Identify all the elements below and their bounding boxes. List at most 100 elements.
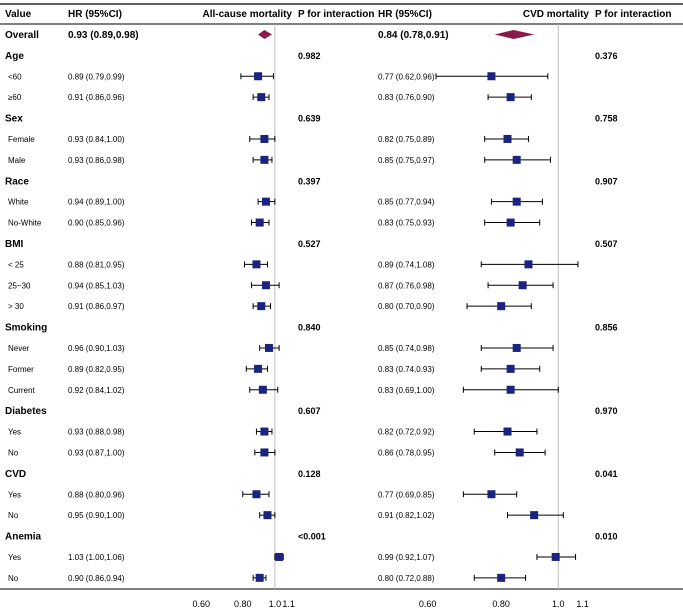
subgroup-row: Female 0.93 (0.84,1.00) 0.82 (0.75,0.89)	[8, 134, 529, 144]
group-label-anemia: Anemia	[5, 532, 42, 543]
subgroup-label: ≥60	[8, 93, 22, 102]
x-tick-label-right: 0.60	[419, 599, 437, 609]
overall-hr-right: 0.84 (0.78,0.91)	[378, 30, 449, 41]
hr-marker-right	[503, 134, 512, 143]
hr-marker-left	[260, 155, 269, 164]
hr-ci-text-left: 0.88 (0.81,0.95)	[68, 260, 125, 269]
overall-row: Overall 0.93 (0.89,0.98) 0.84 (0.78,0.91)	[5, 29, 535, 41]
group-label-bmi: BMI	[5, 239, 24, 250]
group-age: Age 0.982 0.376 <60 0.89 (0.79,0.99) 0.77 (0.…	[5, 51, 618, 102]
hr-marker-right	[506, 385, 515, 394]
hr-marker-left	[260, 134, 269, 143]
hr-ci-text-right: 0.91 (0.82,1.02)	[378, 511, 435, 520]
p-interaction-right-bmi: 0.507	[595, 239, 618, 249]
group-label-diabetes: Diabetes	[5, 406, 47, 417]
hr-marker-left	[252, 490, 261, 499]
subgroup-row: Never 0.96 (0.90,1.03) 0.85 (0.74,0.98)	[8, 343, 554, 353]
hr-marker-right	[530, 511, 539, 520]
p-interaction-left-race: 0.397	[298, 176, 321, 186]
hr-ci-text-right: 0.87 (0.76,0.98)	[378, 281, 435, 290]
hr-ci-text-left: 0.88 (0.80,0.96)	[68, 490, 125, 499]
subgroup-label: Male	[8, 156, 26, 165]
overall-label: Overall	[5, 30, 39, 41]
subgroup-row: > 30 0.91 (0.86,0.97) 0.80 (0.70,0.90)	[8, 302, 532, 311]
group-label-smoking: Smoking	[5, 323, 47, 334]
x-tick-label-right: 1.1	[576, 599, 589, 609]
p-interaction-left-diabetes: 0.607	[298, 406, 321, 416]
group-sex: Sex 0.639 0.758 Female 0.93 (0.84,1.00) 0.82 …	[5, 114, 618, 165]
hr-marker-right	[497, 573, 506, 582]
p-interaction-left-smoking: 0.840	[298, 323, 321, 333]
hr-marker-right	[506, 93, 515, 102]
p-interaction-left-age: 0.982	[298, 51, 321, 61]
subgroup-label: Yes	[8, 428, 21, 437]
hr-marker-left	[255, 573, 264, 582]
group-label-sex: Sex	[5, 114, 23, 125]
x-tick-label-left: 0.60	[193, 599, 211, 609]
p-interaction-right-age: 0.376	[595, 51, 618, 61]
hr-ci-text-left: 0.92 (0.84,1.02)	[68, 386, 125, 395]
subgroup-label: No-White	[8, 219, 42, 228]
x-tick-label-left: 0.80	[234, 599, 252, 609]
p-interaction-right-race: 0.907	[595, 176, 618, 186]
hr-marker-right	[512, 343, 521, 352]
hr-ci-text-left: 0.89 (0.82,0.95)	[68, 365, 125, 374]
p-interaction-right-cvd: 0.041	[595, 469, 618, 479]
hr-ci-text-left: 0.90 (0.85,0.96)	[68, 219, 125, 228]
hr-ci-text-left: 0.94 (0.89,1.00)	[68, 198, 125, 207]
hr-marker-left	[255, 218, 264, 227]
forest-rows: Overall 0.93 (0.89,0.98) 0.84 (0.78,0.91) A…	[5, 29, 618, 583]
header-p-all-cause: P for interaction	[298, 9, 375, 20]
hr-ci-text-right: 0.80 (0.72,0.88)	[378, 574, 435, 583]
hr-ci-text-left: 1.03 (1.00,1.06)	[68, 553, 125, 562]
group-label-age: Age	[5, 51, 24, 62]
hr-ci-text-right: 0.77 (0.69,0.85)	[378, 490, 435, 499]
hr-marker-left	[254, 364, 263, 373]
p-interaction-right-anemia: 0.010	[595, 532, 618, 542]
header: Value HR (95%CI) All-cause mortality P f…	[5, 9, 672, 20]
group-bmi: BMI 0.527 0.507 < 25 0.88 (0.81,0.95) 0.89 (0…	[5, 239, 618, 311]
subgroup-row: Former 0.89 (0.82,0.95) 0.83 (0.74,0.93)	[8, 364, 541, 374]
hr-ci-text-right: 0.83 (0.69,1.00)	[378, 386, 435, 395]
subgroup-row: < 25 0.88 (0.81,0.95) 0.89 (0.74,1.08)	[8, 260, 579, 269]
hr-ci-text-left: 0.95 (0.90,1.00)	[68, 511, 125, 520]
group-smoking: Smoking 0.840 0.856 Never 0.96 (0.90,1.03) 0.…	[5, 323, 618, 395]
hr-marker-right	[515, 448, 524, 457]
header-all-cause-mortality: All-cause mortality	[203, 9, 293, 20]
subgroup-row: Yes 0.93 (0.88,0.98) 0.82 (0.72,0.92)	[8, 427, 538, 437]
subgroup-label: > 30	[8, 302, 24, 311]
hr-marker-left	[254, 72, 263, 81]
hr-marker-right	[524, 260, 533, 269]
header-hr-cvd: HR (95%CI)	[378, 9, 432, 20]
subgroup-label: White	[8, 198, 29, 207]
hr-ci-text-left: 0.93 (0.87,1.00)	[68, 448, 125, 457]
subgroup-row: Yes 0.88 (0.80,0.96) 0.77 (0.69,0.85)	[8, 490, 518, 499]
hr-ci-text-left: 0.93 (0.86,0.98)	[68, 156, 125, 165]
hr-ci-text-left: 0.94 (0.85,1.03)	[68, 281, 125, 290]
hr-marker-right	[512, 155, 521, 164]
subgroup-row: Male 0.93 (0.86,0.98) 0.85 (0.75,0.97)	[8, 155, 551, 165]
hr-ci-text-left: 0.91 (0.86,0.97)	[68, 302, 125, 311]
subgroup-row: 25~30 0.94 (0.85,1.03) 0.87 (0.76,0.98)	[8, 281, 554, 290]
hr-marker-left	[275, 552, 284, 561]
group-cvd: CVD 0.128 0.041 Yes 0.88 (0.80,0.96) 0.77 (0.…	[5, 469, 618, 520]
subgroup-label: Yes	[8, 490, 21, 499]
subgroup-label: Female	[8, 135, 35, 144]
group-diabetes: Diabetes 0.607 0.970 Yes 0.93 (0.88,0.98) 0.8…	[5, 406, 618, 457]
header-cvd-mortality: CVD mortality	[523, 9, 590, 20]
overall-diamond-left	[258, 29, 272, 39]
group-label-cvd: CVD	[5, 469, 26, 480]
hr-marker-left	[257, 93, 266, 102]
hr-ci-text-right: 0.82 (0.72,0.92)	[378, 428, 435, 437]
hr-marker-right	[503, 427, 512, 436]
hr-ci-text-left: 0.93 (0.84,1.00)	[68, 135, 125, 144]
hr-marker-right	[487, 72, 496, 81]
hr-marker-right	[497, 302, 506, 311]
hr-ci-text-left: 0.89 (0.79,0.99)	[68, 72, 125, 81]
hr-marker-right	[551, 552, 560, 561]
hr-ci-text-right: 0.85 (0.75,0.97)	[378, 156, 435, 165]
group-anemia: Anemia <0.001 0.010 Yes 1.03 (1.00,1.06) 0.99…	[5, 532, 618, 583]
subgroup-label: <60	[8, 72, 22, 81]
hr-marker-right	[518, 281, 527, 290]
hr-ci-text-right: 0.83 (0.75,0.93)	[378, 219, 435, 228]
